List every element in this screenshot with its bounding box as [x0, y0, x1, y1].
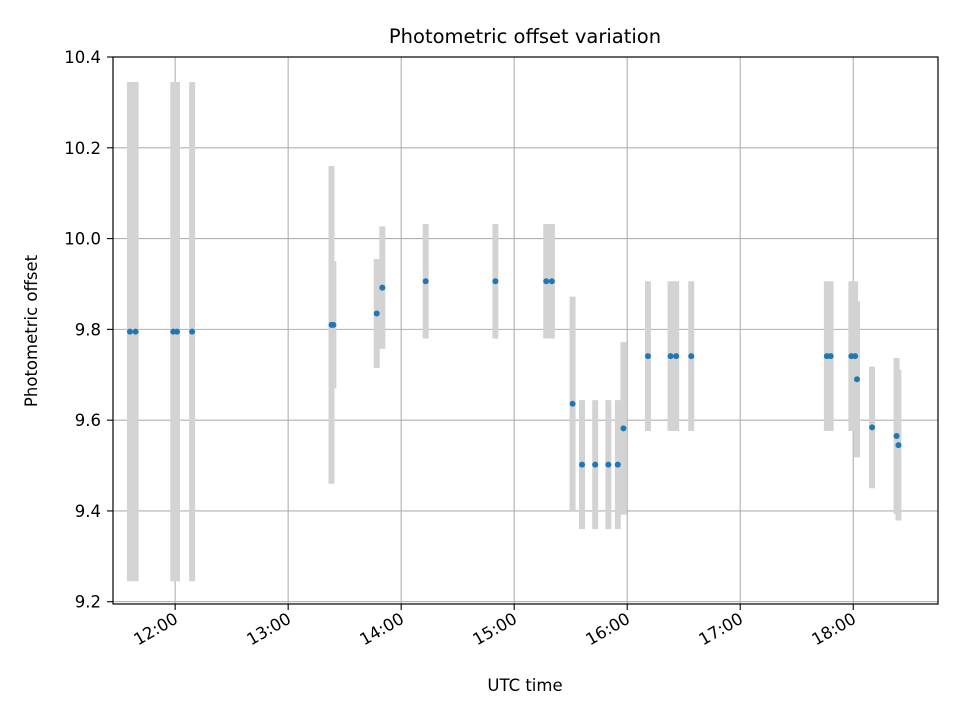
data-point: [579, 461, 586, 468]
data-point: [373, 310, 380, 317]
data-point: [688, 353, 695, 360]
x-axis-label: UTC time: [487, 676, 562, 695]
data-point: [422, 278, 429, 285]
data-points: [126, 278, 902, 468]
y-tick-label: 10.4: [64, 48, 101, 67]
data-point: [492, 278, 499, 285]
y-tick-label: 9.2: [75, 593, 101, 612]
y-axis-ticks: 9.2 9.4 9.6 9.8 10.0 10.2 10.4: [64, 48, 113, 612]
data-point: [189, 328, 196, 335]
y-tick-label: 10.0: [64, 230, 101, 249]
data-point: [132, 328, 139, 335]
data-point: [644, 353, 651, 360]
data-point: [854, 376, 861, 383]
y-tick-label: 10.2: [64, 139, 101, 158]
y-tick-label: 9.4: [75, 502, 101, 521]
data-point: [895, 442, 902, 449]
plot-frame: [112, 56, 939, 605]
y-tick-label: 9.8: [75, 320, 101, 339]
data-point: [852, 353, 859, 360]
y-tick-label: 9.6: [75, 411, 101, 430]
data-point: [893, 433, 900, 440]
data-point: [174, 328, 181, 335]
y-axis-label: Photometric offset: [22, 254, 41, 407]
data-point: [330, 321, 337, 328]
data-point: [614, 461, 621, 468]
data-point: [827, 353, 834, 360]
data-point: [869, 424, 876, 431]
data-point: [379, 284, 386, 291]
data-point: [667, 353, 674, 360]
data-point: [592, 461, 599, 468]
data-point: [543, 278, 550, 285]
data-point: [673, 353, 680, 360]
data-point: [605, 461, 612, 468]
chart-title: Photometric offset variation: [389, 25, 661, 48]
data-point: [548, 278, 555, 285]
data-point: [620, 425, 627, 432]
data-point: [569, 400, 576, 407]
data-point: [126, 328, 133, 335]
